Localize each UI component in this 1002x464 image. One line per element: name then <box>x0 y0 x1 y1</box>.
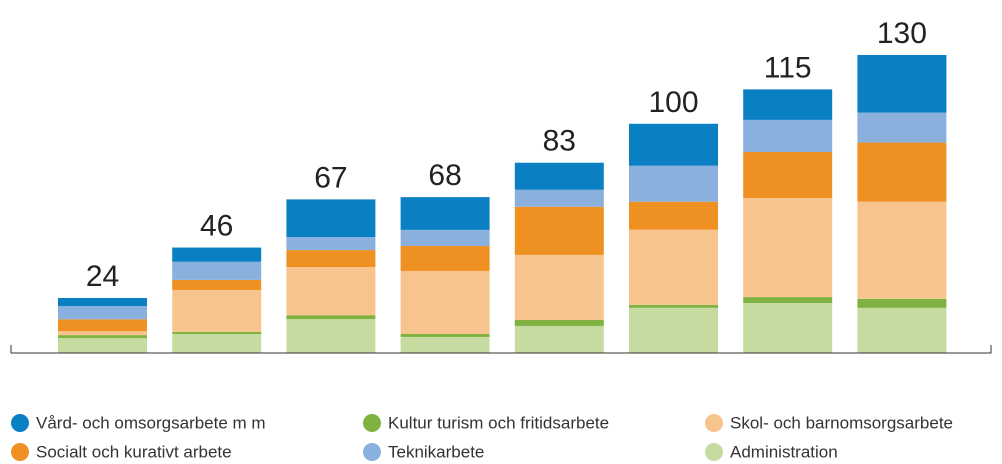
bar-segment <box>857 307 947 353</box>
bar-segment <box>514 189 604 207</box>
total-label: 130 <box>877 17 927 50</box>
bar-segment <box>743 151 833 199</box>
total-label: 67 <box>314 161 347 194</box>
bar-segment <box>743 198 833 298</box>
bar-segment <box>857 142 947 202</box>
total-label: 115 <box>764 51 812 84</box>
bar-segment <box>58 297 147 307</box>
bar-segment <box>58 331 147 336</box>
legend-label: Skol- och barnomsorgsarbete <box>730 413 953 432</box>
bar-segment <box>743 119 833 152</box>
legend-label: Kultur turism och fritidsarbete <box>388 413 609 432</box>
legend-label: Teknikarbete <box>388 442 484 461</box>
bar-segment <box>857 201 947 299</box>
total-label: 24 <box>86 260 119 293</box>
x-axis <box>10 345 992 354</box>
legend-swatch <box>11 414 29 432</box>
bar-segment <box>400 333 490 337</box>
bar-segment <box>58 335 147 339</box>
legend-swatch <box>11 443 29 461</box>
bar-segment <box>400 245 490 271</box>
bar-segment <box>58 319 147 332</box>
legend-swatch <box>705 414 723 432</box>
bar-segment <box>172 331 262 334</box>
bar-segment <box>743 303 833 353</box>
bar-segment <box>400 229 490 246</box>
legend-swatch <box>705 443 723 461</box>
bar-segment <box>514 254 604 320</box>
total-label: 83 <box>543 125 576 158</box>
bar-segment <box>629 229 718 305</box>
bar-segment <box>514 162 604 190</box>
bar-segment <box>172 289 262 332</box>
bar-segment <box>857 298 947 308</box>
bar-segment <box>172 247 262 262</box>
bar-segment <box>857 55 947 113</box>
legend-label: Vård- och omsorgsarbete m m <box>36 413 266 432</box>
bar-segment <box>514 319 604 326</box>
bar-segment <box>286 237 376 251</box>
bar-segment <box>629 201 718 230</box>
bar-segment <box>172 333 262 353</box>
bar-segment <box>58 306 147 320</box>
bar-segment <box>286 250 376 268</box>
bar-segment <box>172 279 262 290</box>
bar-segment <box>286 315 376 320</box>
bar-segment <box>400 197 490 230</box>
bar-segment <box>172 261 262 280</box>
total-label: 68 <box>428 159 461 192</box>
bar-segment <box>286 199 376 238</box>
legend-label: Socialt och kurativt arbete <box>36 442 232 461</box>
bar-segment <box>629 307 718 353</box>
bar-segment <box>629 304 718 308</box>
bar-segment <box>58 338 147 353</box>
total-label: 46 <box>200 210 233 243</box>
bar-segment <box>514 325 604 353</box>
legend-swatch <box>363 443 381 461</box>
bar-segment <box>400 336 490 353</box>
legend-swatch <box>363 414 381 432</box>
bar-segment <box>743 297 833 304</box>
bar-segment <box>743 89 833 120</box>
bar-segment <box>629 123 718 166</box>
bar-segment <box>400 270 490 334</box>
bar-segment <box>286 319 376 353</box>
bar-segment <box>629 165 718 202</box>
bar-segment <box>514 206 604 255</box>
total-label: 100 <box>648 86 698 119</box>
bar-segment <box>857 112 947 143</box>
bar-segment <box>286 267 376 316</box>
legend-label: Administration <box>730 442 838 461</box>
